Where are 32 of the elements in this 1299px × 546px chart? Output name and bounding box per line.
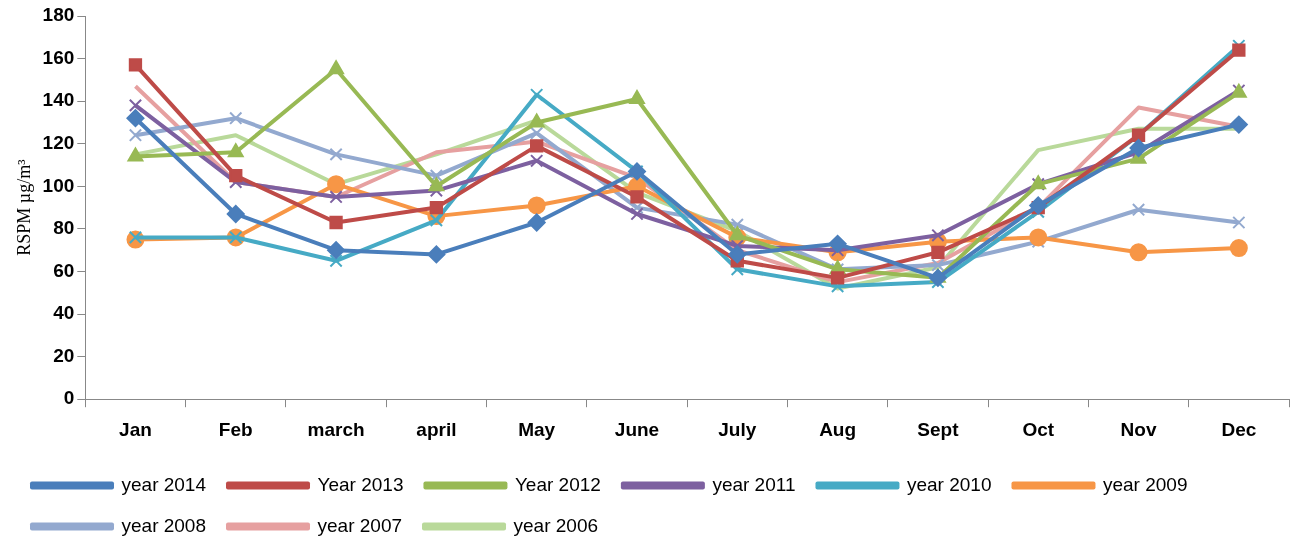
y-tick-label: 20 bbox=[53, 344, 75, 366]
legend-label: Year 2012 bbox=[514, 473, 601, 495]
y-tick-label: 0 bbox=[63, 387, 75, 409]
x-tick-label: Sept bbox=[917, 418, 960, 440]
y-tick-label: 100 bbox=[42, 174, 75, 196]
x-tick-label: april bbox=[416, 418, 457, 440]
legend-label: year 2006 bbox=[513, 514, 599, 536]
x-tick-label: Nov bbox=[1120, 418, 1157, 440]
y-tick-label: 180 bbox=[42, 4, 75, 26]
y-tick-label: 160 bbox=[42, 46, 75, 68]
legend-label: Year 2013 bbox=[317, 473, 404, 495]
legend-label: year 2007 bbox=[317, 514, 403, 536]
x-tick-label: march bbox=[307, 418, 365, 440]
legend-label: year 2010 bbox=[906, 473, 992, 495]
legend-label: year 2008 bbox=[121, 514, 207, 536]
x-tick-label: Feb bbox=[218, 418, 253, 440]
x-tick-label: Dec bbox=[1221, 418, 1257, 440]
x-tick-label: Jan bbox=[119, 418, 152, 440]
x-tick-label: July bbox=[718, 418, 757, 440]
x-tick-label: Oct bbox=[1022, 418, 1055, 440]
legend-label: year 2014 bbox=[121, 473, 207, 495]
y-tick-label: 60 bbox=[53, 259, 75, 281]
x-tick-label: Aug bbox=[819, 418, 857, 440]
y-tick-label: 120 bbox=[42, 131, 75, 153]
x-tick-label: June bbox=[614, 418, 660, 440]
legend-label: year 2011 bbox=[712, 473, 796, 495]
x-tick-label: May bbox=[518, 418, 556, 440]
y-axis-title: RSPM µg/m³ bbox=[13, 158, 34, 256]
y-tick-label: 80 bbox=[53, 217, 75, 239]
legend-label: year 2009 bbox=[1102, 473, 1188, 495]
y-tick-label: 40 bbox=[53, 302, 75, 324]
y-tick-label: 140 bbox=[42, 89, 75, 111]
